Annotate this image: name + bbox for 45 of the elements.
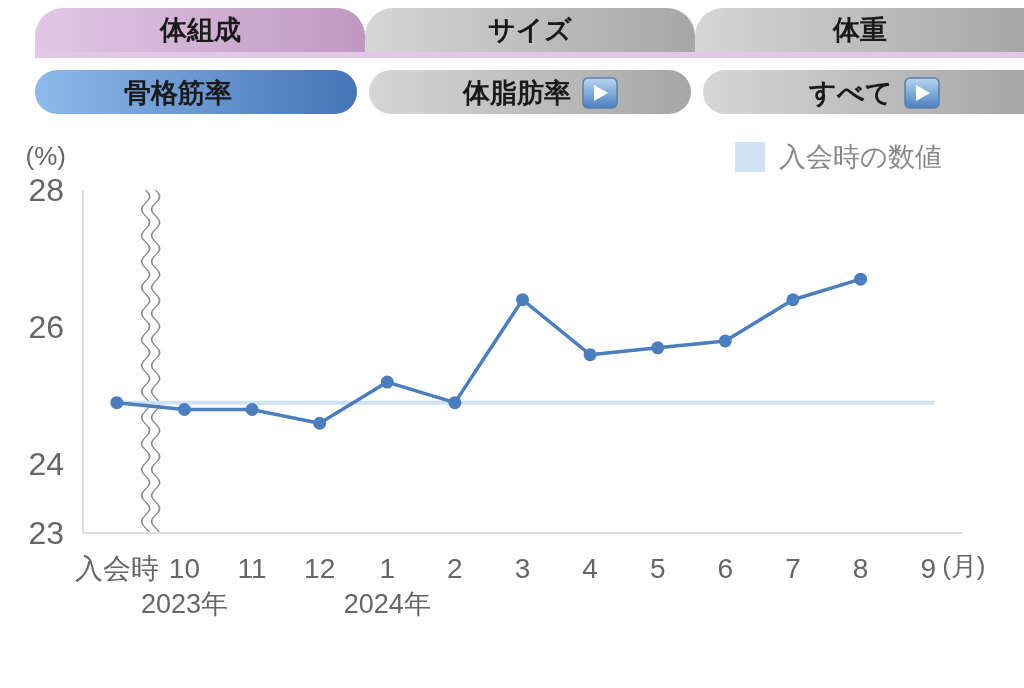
point <box>516 293 529 307</box>
x-tick-label: 9 <box>920 552 936 584</box>
x-tick-label: 入会時 <box>74 552 159 584</box>
point <box>448 396 462 410</box>
text: 体組成 <box>158 15 241 45</box>
x-tick-label: 10 <box>168 552 200 584</box>
text: 2024年 <box>343 589 431 619</box>
point <box>718 334 732 348</box>
y-tick-label: 28 <box>28 172 64 208</box>
point <box>313 416 327 430</box>
text: サイズ <box>488 15 573 45</box>
point <box>786 293 800 307</box>
legend-label: 入会時の数値 <box>779 142 942 172</box>
tab[interactable] <box>703 70 1024 114</box>
x-tick-label: 6 <box>717 552 734 584</box>
text: 骨格筋率 <box>124 78 232 108</box>
y-axis-title: (%) <box>25 141 66 171</box>
y-tick-label: 24 <box>28 446 64 483</box>
point <box>177 403 191 417</box>
text: 2023年 <box>140 589 228 619</box>
x-axis-title: (月) <box>942 551 986 581</box>
x-tick-label: 2 <box>447 552 463 584</box>
text: 体重 <box>832 15 887 45</box>
tab[interactable] <box>695 8 1024 52</box>
x-tick-label: 5 <box>649 552 666 584</box>
tab[interactable] <box>35 8 365 52</box>
x-tick-label: 12 <box>304 552 336 584</box>
text: すべて <box>808 78 893 108</box>
x-tick-label: 7 <box>785 552 801 584</box>
point <box>110 396 124 410</box>
point <box>583 348 597 362</box>
x-tick-label: 4 <box>582 552 598 584</box>
x-tick-label: 8 <box>852 552 869 584</box>
point <box>651 341 665 355</box>
point <box>854 272 868 286</box>
x-tick-label: 3 <box>514 552 531 584</box>
y-tick-label: 23 <box>28 515 64 551</box>
text: 体脂肪率 <box>462 78 571 108</box>
point <box>380 375 394 389</box>
tab[interactable] <box>365 8 695 52</box>
tab[interactable] <box>35 70 357 114</box>
point <box>245 403 259 417</box>
y-tick-label: 26 <box>28 309 64 346</box>
x-tick-label: 11 <box>237 552 267 584</box>
x-tick-label: 1 <box>379 552 396 584</box>
